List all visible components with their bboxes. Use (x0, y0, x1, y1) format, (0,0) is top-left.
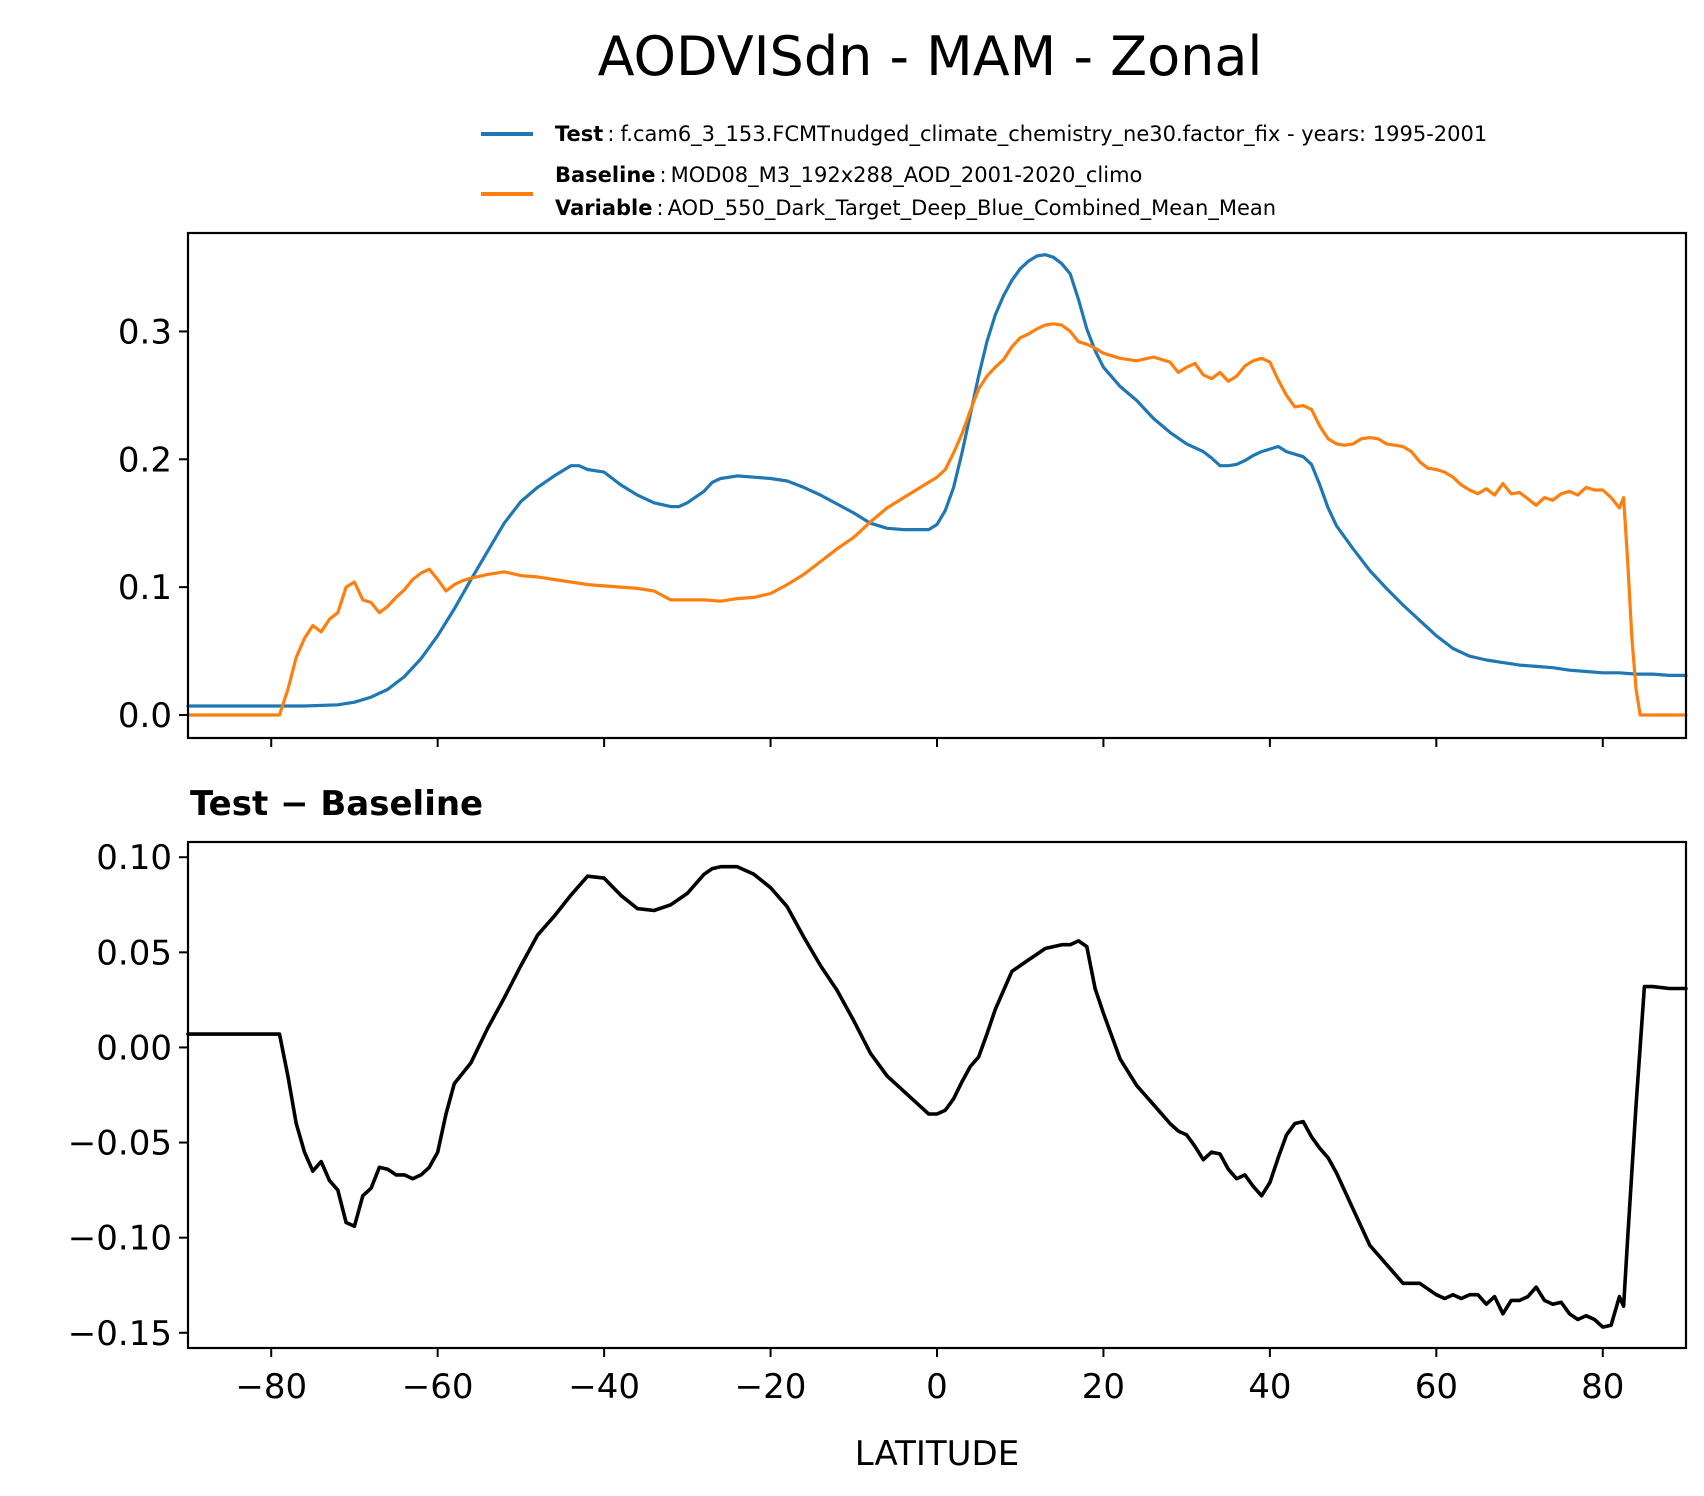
bottom-panel: −0.15 −0.10 −0.05 0.00 0.05 0.10 −80 −60 −40 −20… (68, 838, 1688, 1407)
legend-test-sep: : (607, 122, 614, 146)
series-line-test (186, 253, 1688, 708)
difference-panel-title: Test − Baseline (190, 784, 483, 824)
y-tick-label: −0.10 (68, 1219, 172, 1259)
legend-variable-key: Variable (555, 196, 652, 220)
legend: Test: f.cam6_3_153.FCMTnudged_climate_che… (481, 122, 1487, 221)
bottom-y-ticks: −0.15 −0.10 −0.05 0.00 0.05 0.10 (68, 838, 188, 1354)
series-line-baseline (186, 322, 1688, 717)
y-tick-label: 0.05 (96, 933, 172, 973)
y-tick-label: 0.3 (118, 312, 172, 352)
legend-baseline-sep: : (660, 163, 667, 187)
y-tick-label: 0.10 (96, 838, 172, 878)
x-tick-label: −60 (402, 1367, 474, 1407)
legend-variable-text: Variable: AOD_550_Dark_Target_Deep_Blue_C… (555, 196, 1276, 221)
y-tick-label: 0.1 (118, 568, 172, 608)
y-tick-label: −0.15 (68, 1314, 172, 1354)
y-tick-label: 0.0 (118, 696, 172, 736)
bottom-series-lines (186, 864, 1688, 1329)
x-tick-label: 40 (1248, 1367, 1291, 1407)
y-tick-label: 0.2 (118, 440, 172, 480)
x-axis-label: LATITUDE (855, 1434, 1019, 1474)
bottom-x-ticks: −80 −60 −40 −20 0 20 40 60 80 (235, 1348, 1624, 1407)
legend-test-text: Test: f.cam6_3_153.FCMTnudged_climate_che… (555, 122, 1487, 147)
x-tick-label: −80 (235, 1367, 307, 1407)
y-tick-label: −0.05 (68, 1124, 172, 1164)
top-y-ticks: 0.0 0.1 0.2 0.3 (118, 312, 188, 736)
x-tick-label: −20 (735, 1367, 807, 1407)
figure-title: AODVISdn - MAM - Zonal (598, 25, 1263, 88)
series-line-test-baseline (186, 864, 1688, 1329)
x-tick-label: −40 (568, 1367, 640, 1407)
bottom-axes-frame (186, 840, 1688, 1350)
top-series-lines (186, 253, 1688, 717)
legend-test-label: f.cam6_3_153.FCMTnudged_climate_chemistr… (620, 122, 1487, 147)
top-x-ticks (270, 738, 1604, 747)
legend-baseline-text: Baseline: MOD08_M3_192x288_AOD_2001-2020_… (555, 163, 1142, 188)
legend-variable-sep: : (656, 196, 663, 220)
legend-test-key: Test (555, 122, 603, 146)
x-tick-label: 60 (1415, 1367, 1458, 1407)
x-tick-label: 80 (1581, 1367, 1624, 1407)
x-tick-label: 0 (926, 1367, 948, 1407)
top-axes-frame (186, 231, 1688, 740)
x-tick-label: 20 (1082, 1367, 1125, 1407)
y-tick-label: 0.00 (96, 1028, 172, 1068)
top-panel: 0.0 0.1 0.2 0.3 (118, 231, 1688, 747)
legend-variable-label: AOD_550_Dark_Target_Deep_Blue_Combined_M… (668, 196, 1277, 221)
legend-baseline-key: Baseline (555, 163, 656, 187)
legend-baseline-label: MOD08_M3_192x288_AOD_2001-2020_climo (671, 163, 1143, 188)
